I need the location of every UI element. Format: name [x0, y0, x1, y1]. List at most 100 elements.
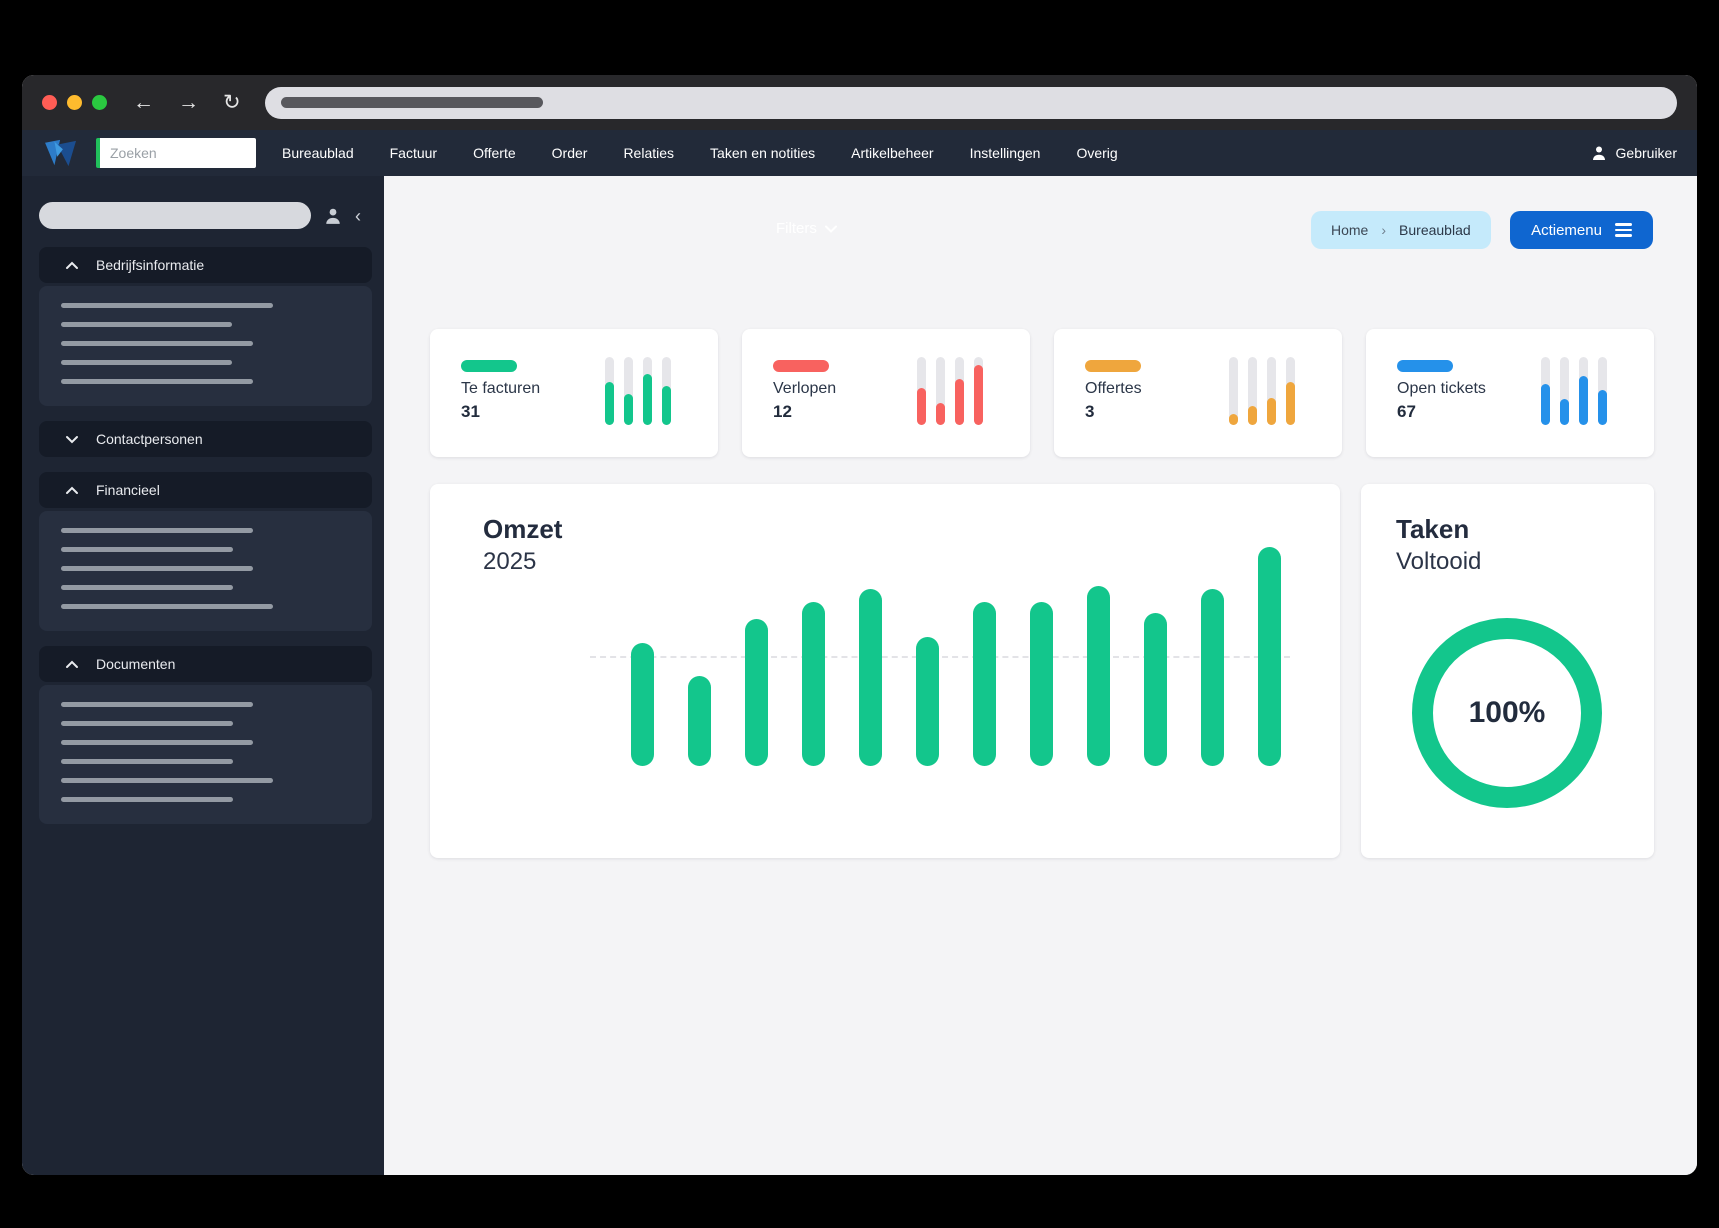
revenue-bar — [688, 676, 711, 766]
mini-bar-track — [936, 357, 945, 425]
stat-value: 3 — [1085, 402, 1095, 421]
skeleton-line — [61, 778, 273, 783]
user-menu[interactable]: Gebruiker — [1591, 145, 1677, 161]
sidebar-collapse-icon[interactable]: ‹ — [355, 205, 361, 226]
skeleton-line — [61, 360, 232, 365]
mini-bar-track — [1229, 357, 1238, 425]
sidebar-section-header[interactable]: Financieel — [39, 472, 372, 508]
stat-label: Verlopen — [773, 380, 837, 397]
maximize-window-button[interactable] — [92, 95, 107, 110]
stat-mini-bar-chart — [917, 357, 983, 425]
mini-bar-fill — [624, 393, 633, 425]
mini-bar-fill — [974, 365, 983, 425]
mini-bar-fill — [917, 387, 926, 425]
sidebar-section-header[interactable]: Bedrijfsinformatie — [39, 247, 372, 283]
reload-icon[interactable]: ↻ — [223, 91, 241, 114]
stat-cards-row: Te facturen 31 Verlopen 12 Offertes 3 — [430, 329, 1654, 457]
skeleton-line — [61, 585, 233, 590]
menu-item-relaties[interactable]: Relaties — [623, 145, 675, 161]
menu-item-factuur[interactable]: Factuur — [389, 145, 438, 161]
app-body: ‹ Bedrijfsinformatie — [22, 176, 1697, 1175]
sidebar-search-input[interactable] — [39, 202, 311, 229]
skeleton-line — [61, 341, 253, 346]
mini-bar-fill — [605, 382, 614, 425]
revenue-bar — [973, 602, 996, 766]
mini-bar-fill — [643, 374, 652, 425]
mini-bar-fill — [1579, 376, 1588, 425]
search-input[interactable] — [96, 138, 256, 168]
mini-bar-track — [662, 357, 671, 425]
mini-bar-track — [1248, 357, 1257, 425]
window-controls — [42, 95, 107, 110]
breadcrumb-separator-icon: › — [1381, 222, 1387, 238]
chevron-up-icon — [65, 261, 79, 270]
breadcrumb[interactable]: Home › Bureaublad — [1311, 211, 1491, 249]
chevron-down-icon — [824, 225, 837, 233]
stat-label: Te facturen — [461, 380, 541, 397]
stat-color-pill — [461, 360, 517, 372]
app-navbar: Bureaublad Factuur Offerte Order Relatie… — [22, 130, 1697, 176]
stat-value: 31 — [461, 402, 480, 421]
stat-label: Offertes — [1085, 380, 1142, 397]
action-menu-button[interactable]: Actiemenu — [1510, 211, 1653, 249]
mini-bar-track — [1286, 357, 1295, 425]
sidebar-section-label: Financieel — [96, 482, 160, 498]
sidebar-section-panel — [39, 286, 372, 406]
menu-item-order[interactable]: Order — [551, 145, 588, 161]
revenue-bar — [859, 589, 882, 766]
revenue-bar — [802, 602, 825, 766]
mini-bar-track — [605, 357, 614, 425]
mini-bar-track — [1598, 357, 1607, 425]
skeleton-line — [61, 566, 253, 571]
address-bar[interactable] — [264, 86, 1677, 119]
sidebar-section-header[interactable]: Contactpersonen — [39, 421, 372, 457]
sidebar-section-panel — [39, 511, 372, 631]
menu-item-overig[interactable]: Overig — [1076, 145, 1118, 161]
menu-item-bureaublad[interactable]: Bureaublad — [282, 145, 354, 161]
user-icon — [1592, 146, 1605, 160]
filters-dropdown[interactable]: Filters — [776, 220, 837, 237]
menu-item-artikelbeheer[interactable]: Artikelbeheer — [851, 145, 934, 161]
menu-item-instellingen[interactable]: Instellingen — [969, 145, 1041, 161]
sidebar-section-header[interactable]: Documenten — [39, 646, 372, 682]
minimize-window-button[interactable] — [67, 95, 82, 110]
revenue-bar — [1201, 589, 1224, 766]
chart-title: Omzet — [483, 514, 563, 544]
stat-value: 67 — [1397, 402, 1416, 421]
chevron-up-icon — [65, 486, 79, 495]
mini-bar-track — [643, 357, 652, 425]
stat-color-pill — [1397, 360, 1453, 372]
stat-label: Open tickets — [1397, 380, 1486, 397]
stat-card-te-facturen: Te facturen 31 — [430, 329, 718, 457]
menu-item-taken-en-notities[interactable]: Taken en notities — [710, 145, 816, 161]
stat-card-open-tickets: Open tickets 67 — [1366, 329, 1654, 457]
stat-mini-bar-chart — [1541, 357, 1607, 425]
sidebar-section-contactpersonen: Contactpersonen — [39, 421, 372, 457]
skeleton-line — [61, 702, 253, 707]
tasks-donut-card: Taken Voltooid 100% — [1361, 484, 1654, 858]
revenue-bar — [745, 619, 768, 766]
sidebar-section-bedrijfsinformatie: Bedrijfsinformatie — [39, 247, 372, 406]
address-bar-redacted-url — [280, 97, 543, 108]
browser-chrome: ← → ↻ — [22, 75, 1697, 130]
mini-bar-fill — [662, 386, 671, 425]
mini-bar-fill — [1598, 389, 1607, 425]
mini-bar-fill — [936, 402, 945, 425]
contact-person-icon[interactable] — [324, 207, 342, 225]
back-icon[interactable]: ← — [133, 91, 154, 114]
mini-bar-track — [1267, 357, 1276, 425]
skeleton-line — [61, 379, 253, 384]
forward-icon[interactable]: → — [178, 91, 199, 114]
sidebar-section-financieel: Financieel — [39, 472, 372, 631]
action-menu-label: Actiemenu — [1531, 221, 1602, 239]
sidebar-section-label: Contactpersonen — [96, 431, 203, 447]
breadcrumb-home[interactable]: Home — [1331, 222, 1369, 238]
menu-item-offerte[interactable]: Offerte — [473, 145, 516, 161]
stat-value: 12 — [773, 402, 792, 421]
sidebar-section-documenten: Documenten — [39, 646, 372, 824]
mini-bar-track — [1541, 357, 1550, 425]
mini-bar-fill — [1229, 414, 1238, 425]
chevron-down-icon — [65, 435, 79, 444]
skeleton-line — [61, 797, 233, 802]
close-window-button[interactable] — [42, 95, 57, 110]
